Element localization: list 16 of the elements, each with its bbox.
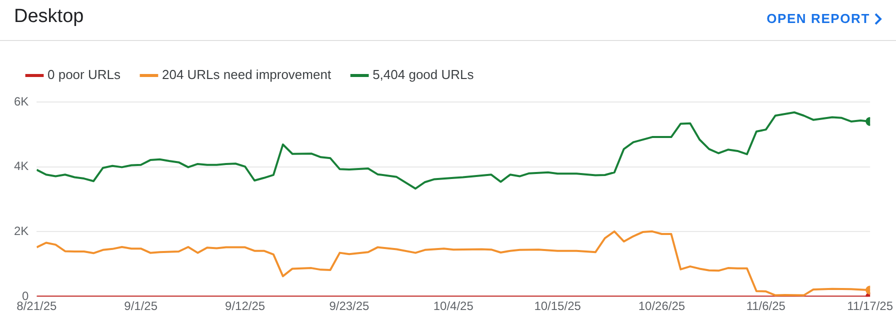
x-tick-label: 9/12/25: [225, 299, 266, 314]
x-tick-label: 10/4/25: [433, 299, 474, 314]
legend-label: 5,404 good URLs: [372, 67, 474, 82]
x-tick-label: 11/6/25: [746, 299, 786, 314]
x-tick-label: 11/17/25: [847, 299, 894, 314]
legend-label: 204 URLs need improvement: [162, 67, 332, 82]
x-tick-label: 10/26/25: [638, 299, 686, 314]
y-tick-label: 4K: [14, 159, 29, 174]
x-tick-label: 10/15/25: [534, 299, 582, 314]
y-tick-label: 6K: [14, 94, 29, 108]
chart-title: Desktop: [14, 6, 84, 28]
legend-label: 0 poor URLs: [48, 67, 121, 82]
x-tick-label: 9/1/25: [124, 299, 158, 314]
x-tick-label: 9/23/25: [329, 299, 370, 314]
text: OPEN REPORT: [766, 11, 870, 26]
y-tick-label: 2K: [14, 224, 29, 238]
